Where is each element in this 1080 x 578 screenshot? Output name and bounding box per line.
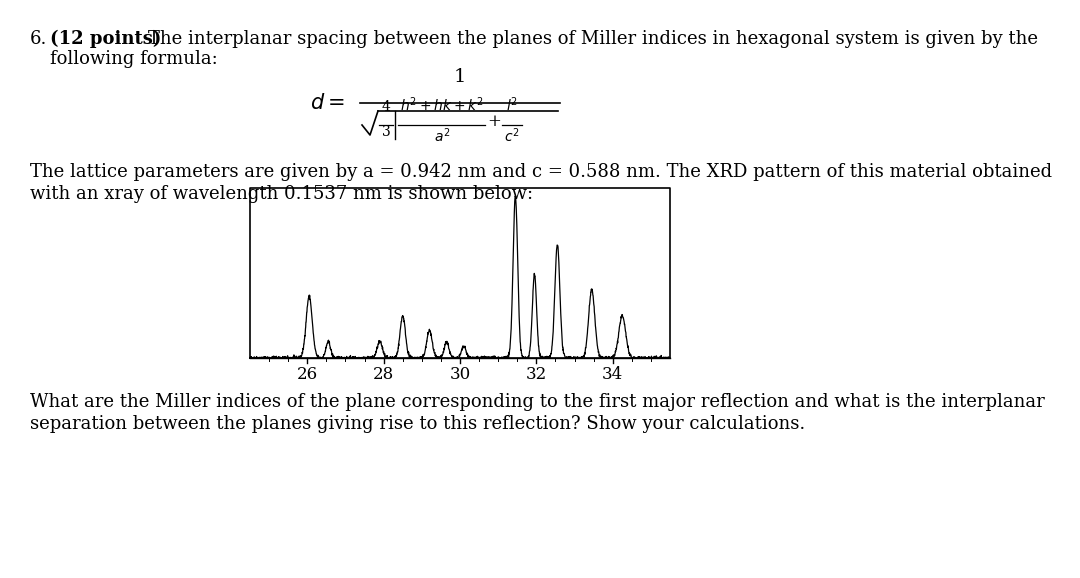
Text: What are the Miller indices of the plane corresponding to the first major reflec: What are the Miller indices of the plane…	[30, 393, 1044, 411]
Text: 34: 34	[603, 366, 623, 383]
Text: (12 points): (12 points)	[50, 30, 161, 48]
Text: following formula:: following formula:	[50, 50, 218, 68]
Text: with an xray of wavelength 0.1537 nm is shown below:: with an xray of wavelength 0.1537 nm is …	[30, 185, 534, 203]
Text: The interplanar spacing between the planes of Miller indices in hexagonal system: The interplanar spacing between the plan…	[148, 30, 1038, 48]
Text: 3: 3	[381, 125, 390, 139]
Text: 4: 4	[381, 100, 391, 114]
Text: separation between the planes giving rise to this reflection? Show your calculat: separation between the planes giving ris…	[30, 415, 806, 433]
Text: +: +	[487, 113, 501, 131]
Text: 32: 32	[526, 366, 546, 383]
Text: 6.: 6.	[30, 30, 48, 48]
Text: 26: 26	[297, 366, 318, 383]
Text: 1: 1	[454, 68, 467, 86]
Text: $a^2$: $a^2$	[434, 126, 450, 144]
Text: 28: 28	[373, 366, 394, 383]
Text: The lattice parameters are given by a = 0.942 nm and c = 0.588 nm. The XRD patte: The lattice parameters are given by a = …	[30, 163, 1052, 181]
Text: $c^2$: $c^2$	[504, 126, 519, 144]
Text: $h^2+hk+k^2$: $h^2+hk+k^2$	[401, 95, 484, 114]
Text: $d=$: $d=$	[310, 93, 345, 113]
Text: 30: 30	[449, 366, 471, 383]
Text: $l^2$: $l^2$	[505, 95, 518, 114]
